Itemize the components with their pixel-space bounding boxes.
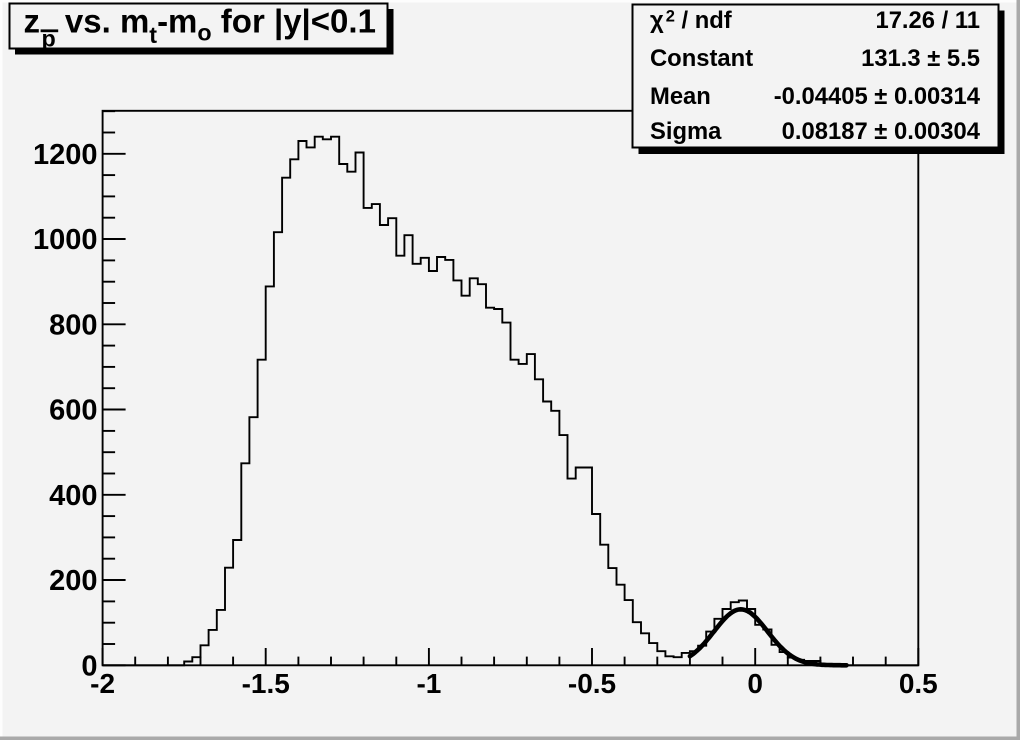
svg-text:600: 600 xyxy=(49,395,97,427)
svg-text:0: 0 xyxy=(81,650,97,682)
svg-text:0.08187 ± 0.00304: 0.08187 ± 0.00304 xyxy=(782,118,981,145)
svg-text:200: 200 xyxy=(49,565,97,597)
svg-text:400: 400 xyxy=(49,480,97,512)
svg-text:0: 0 xyxy=(747,668,763,699)
svg-text:-0.5: -0.5 xyxy=(568,668,616,699)
svg-text:1000: 1000 xyxy=(33,224,98,256)
svg-text:131.3 ± 5.5: 131.3 ± 5.5 xyxy=(861,45,980,72)
svg-text:-0.04405 ± 0.00314: -0.04405 ± 0.00314 xyxy=(774,83,981,110)
svg-text:-1: -1 xyxy=(416,668,441,699)
svg-text:-1.5: -1.5 xyxy=(242,668,290,699)
svg-text:1200: 1200 xyxy=(33,139,98,171)
svg-text:Sigma: Sigma xyxy=(650,118,722,145)
svg-text:-2: -2 xyxy=(90,668,115,699)
svg-text:800: 800 xyxy=(49,309,97,341)
svg-text:0.5: 0.5 xyxy=(899,668,938,699)
svg-text:17.26 / 11: 17.26 / 11 xyxy=(875,7,980,34)
svg-text:Constant: Constant xyxy=(650,45,753,72)
svg-text:χ2 / ndf: χ2 / ndf xyxy=(650,7,732,34)
svg-text:Mean: Mean xyxy=(650,83,711,110)
